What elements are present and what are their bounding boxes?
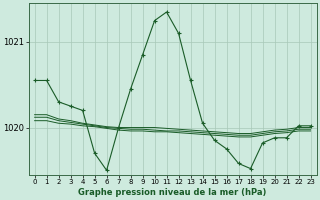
X-axis label: Graphe pression niveau de la mer (hPa): Graphe pression niveau de la mer (hPa) bbox=[78, 188, 267, 197]
